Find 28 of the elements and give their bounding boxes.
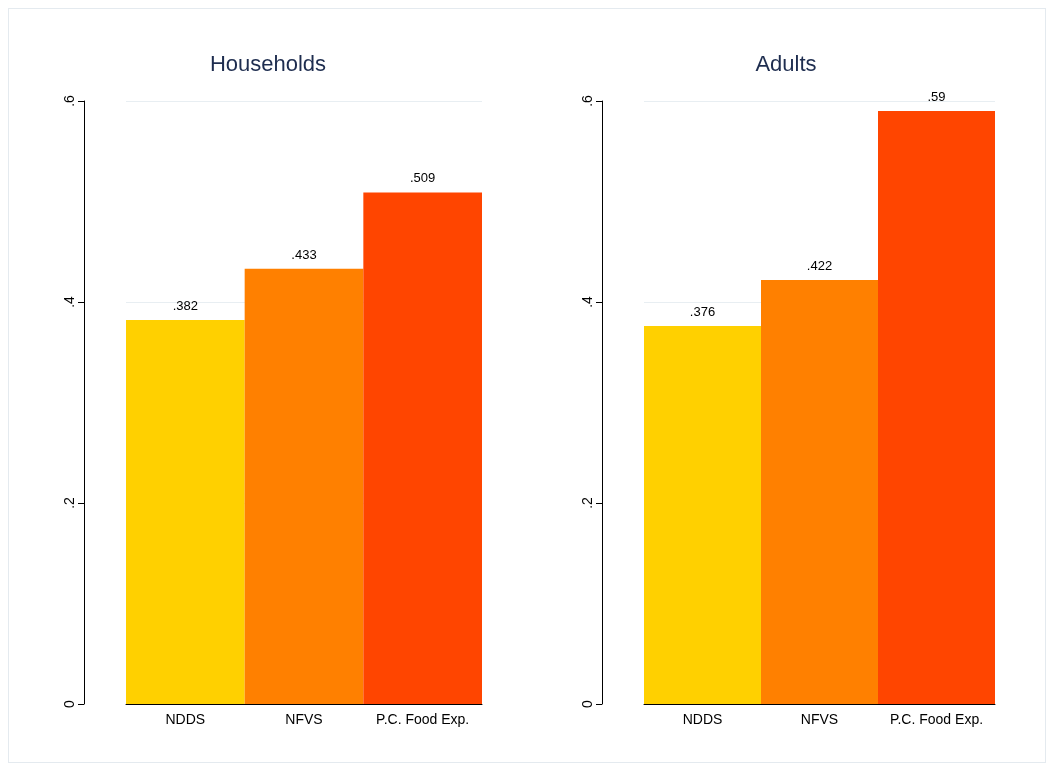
x-tick-label: NDDS <box>165 711 206 727</box>
bar <box>363 192 482 704</box>
bar <box>644 326 761 704</box>
y-tick-label: .6 <box>61 94 77 107</box>
bar <box>244 268 364 704</box>
y-tick-label: .2 <box>579 496 595 509</box>
y-tick-label: .4 <box>61 295 77 308</box>
bar <box>878 111 995 704</box>
x-tick-label: NFVS <box>800 711 839 727</box>
y-tick-label: .6 <box>579 94 595 107</box>
data-label: .509 <box>410 170 436 186</box>
chart-title: Households <box>209 50 327 76</box>
data-label: .59 <box>927 89 946 105</box>
y-tick-label: 0 <box>579 699 595 708</box>
y-tick-label: .4 <box>579 295 595 308</box>
y-tick-label: 0 <box>61 699 77 708</box>
bar <box>761 279 878 704</box>
bar <box>126 320 245 704</box>
data-label: .376 <box>689 304 716 320</box>
x-tick-label: P.C. Food Exp. <box>376 711 470 727</box>
x-tick-label: NFVS <box>285 711 323 727</box>
chart-title: Adults <box>755 50 817 76</box>
x-tick-label: NDDS <box>682 711 723 727</box>
x-tick-label: P.C. Food Exp. <box>889 711 984 727</box>
data-label: .422 <box>806 257 833 273</box>
y-tick-label: .2 <box>61 496 77 509</box>
data-label: .382 <box>172 298 198 314</box>
data-label: .433 <box>291 246 317 262</box>
